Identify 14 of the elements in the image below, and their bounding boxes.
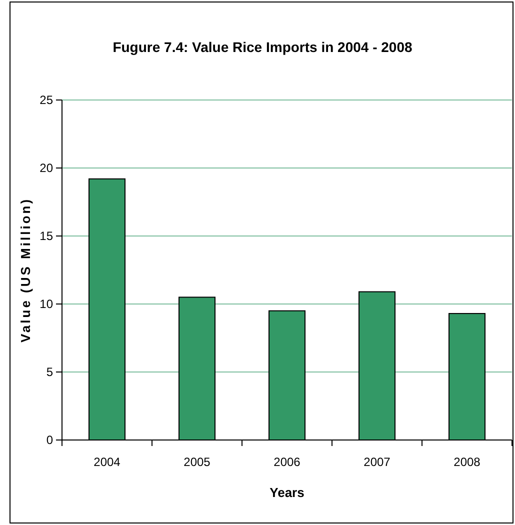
x-tick-label: 2004: [94, 455, 121, 469]
x-tick-label: 2005: [184, 455, 211, 469]
y-tick-label: 20: [40, 160, 54, 175]
chart-title: Fugure 7.4: Value Rice Imports in 2004 - 2008: [112, 39, 412, 55]
y-axis-title: Value (US Million): [18, 197, 33, 343]
x-tick-label: 2007: [364, 455, 391, 469]
y-tick-label: 0: [46, 432, 54, 447]
y-tick-label: 10: [40, 296, 54, 311]
x-tick-label: 2006: [274, 455, 301, 469]
y-tick-label: 15: [40, 228, 54, 243]
y-tick-label: 5: [46, 364, 54, 379]
y-tick-label: 25: [40, 92, 54, 107]
x-axis-title: Years: [270, 485, 304, 500]
x-tick-label: 2008: [454, 455, 481, 469]
